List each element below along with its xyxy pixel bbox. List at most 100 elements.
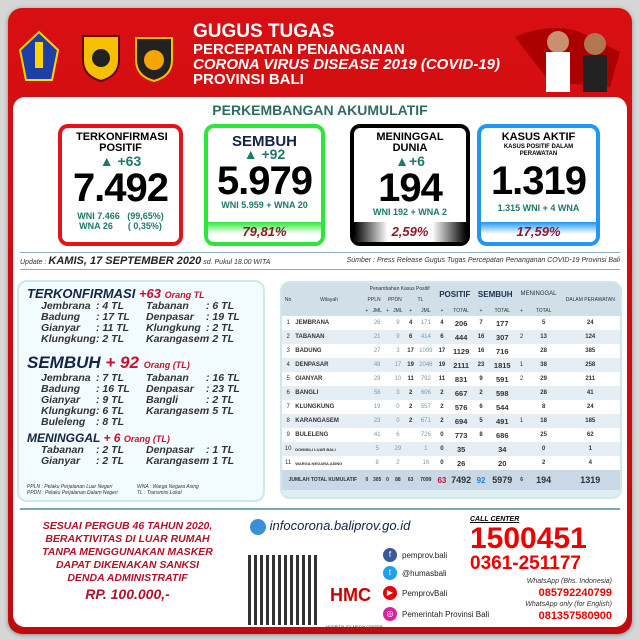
divider [20,508,620,510]
col-dalam-perawatan: DALAM PERAWATAN [560,283,620,316]
region: Denpasar [146,311,194,323]
cell: 17 [438,348,446,354]
subcol-total: TOTAL [448,305,474,316]
cell: 0 [396,404,400,410]
card-subtitle: KASUS POSITIF DALAM PERAWATAN [503,144,574,157]
cell: 6 [396,432,400,438]
social-label: PemprovBali [402,588,448,598]
table-row: 5 GIANYAR 29 10 11 792 11 831 9 591 2 29 211 [282,372,620,386]
region: Gianyar [41,322,81,334]
subcol-plus: + [363,305,370,316]
cell: 686 [496,430,509,440]
cell: 1129 [452,346,470,356]
heading-text: MENINGGAL [27,431,101,445]
count: : 6 TL [206,300,234,312]
facebook-link[interactable]: f pemprov.bali [383,548,447,562]
region-table-panel: No Wilayah Penambahan Kasus Positif POSITIF… [280,281,622,499]
col-sembuh: SEMBUH [473,283,517,305]
section-title: PERKEMBANGAN AKUMULATIF [212,102,428,118]
cell: 58 [373,390,381,396]
cell: 23 [373,418,381,424]
card-detail: WNI 5.959 + WNA 20 [221,200,308,210]
cell [405,442,416,456]
total-cell: 0 [384,470,391,490]
cell: 29 [394,446,402,452]
card-title: MENINGGAL DUNIA [376,131,444,154]
title-line: GUGUS TUGAS [193,21,335,42]
cell: 9 [286,432,290,438]
table-row: 9 BULELENG 41 6 726 0 773 8 686 25 62 [282,428,620,442]
cell: 671 [420,418,431,424]
notice-line: DENDA ADMINISTRATIF [67,572,188,584]
subcol-total: TOTAL [488,305,517,316]
increase: ▲+6 [395,153,425,169]
cell [516,428,526,442]
cell: 28 [540,390,547,396]
region: Tabanan [146,372,189,384]
count [206,417,246,428]
cell: 48 [373,362,381,368]
table-row: 3 BADUNG 27 3 17 1099 17 1129 16 716 28 385 [282,344,620,358]
cell: 2 [479,390,483,396]
total-cell: 88 [390,470,406,490]
twitter-link[interactable]: t @humasbali [383,566,447,580]
table-row: 10 DOMISILI LUAR BALI 5 29 1 0 35 34 0 1 [282,442,620,456]
card-positif: TERKONFIRMASI POSITIF ▲ +63 7.492 WNI 7.… [58,124,183,246]
cell: 19 [438,362,446,368]
cell: 4 [588,460,592,466]
cell: 177 [496,318,509,328]
cell: 2 [408,404,413,410]
cell: 2046 [419,362,433,368]
cell [474,456,488,470]
whatsapp-en-number[interactable]: 081357580900 [538,610,612,622]
cell: 0 [541,446,546,452]
region: Klungkung [41,405,96,417]
count: : 17 TL [96,311,130,323]
cell: 10 [394,376,402,382]
cell: 0 [440,432,444,438]
total-cell: 92 [473,470,489,490]
whatsapp-id-number[interactable]: 085792240799 [538,587,612,599]
total-cell: 5979 [488,470,517,490]
cell: 10 [284,446,292,452]
count: : 16 TL [96,383,130,395]
cell: 41 [373,432,381,438]
cell: 258 [585,362,596,368]
card-title: KASUS AKTIF [501,131,576,143]
youtube-link[interactable]: ▶ PemprovBali [383,586,447,600]
cell: 1099 [419,348,433,354]
cell: 8 [286,418,290,424]
instagram-icon: ◎ [383,607,397,621]
twitter-icon: t [383,566,397,580]
cell: 11 [285,460,292,466]
cell: 23 [477,362,485,368]
cell: 9 [479,376,483,382]
qr-code[interactable] [248,555,318,625]
instagram-link[interactable]: ◎ Pemerintah Provinsi Bali [383,607,489,621]
cell: 19 [407,362,414,368]
card-detail: 1.315 WNI + 4 WNA [497,203,580,213]
cell: 5 [541,320,546,326]
count: : 7 TL [96,372,124,384]
count: : 1 TL [206,444,234,456]
call-center-number[interactable]: 1500451 [470,522,587,555]
website-link[interactable]: infocorona.baliprov.go.id [250,518,410,535]
polda-bali-logo [135,37,173,82]
cell: 2111 [453,360,470,370]
update-bar: Update : KAMIS, 17 SEPTEMBER 2020 sd. Pu… [20,252,620,270]
cell: 576 [454,402,468,412]
update-date: KAMIS, 17 SEPTEMBER 2020 [48,255,202,267]
cell [516,316,526,330]
leaders-photo [515,28,620,92]
card-percent: 17,59% [481,222,596,242]
cell: 1 [286,320,290,326]
card-sembuh: SEMBUH ▲ +92 5.979 WNI 5.959 + WNA 20 79… [204,124,325,246]
phone-number[interactable]: 0361-251177 [470,553,581,574]
cell: 1 [424,446,428,452]
count: : 2 TL [206,322,234,334]
card-value: 1.319 [490,159,587,203]
subcol-jml: JML [390,305,406,316]
count: : 23 TL [206,383,240,395]
cell: 9 [396,320,400,326]
mask-sanction-notice: SESUAI PERGUB 46 TAHUN 2020, BERAKTIVITA… [20,520,235,601]
